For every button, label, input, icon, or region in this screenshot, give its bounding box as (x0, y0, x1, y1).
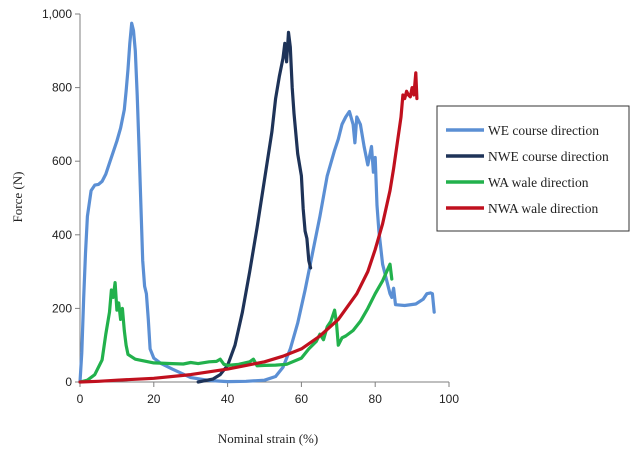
legend-label-nwe-course-direction: NWE course direction (488, 149, 609, 164)
series-lines (78, 21, 436, 384)
x-tick-label: 60 (295, 392, 309, 406)
legend: WE course direction NWE course direction W… (436, 105, 630, 232)
legend-label-we-course-direction: WE course direction (488, 123, 599, 138)
y-tick-label: 400 (52, 228, 72, 242)
y-tick-label: 600 (52, 154, 72, 168)
x-tick-label: 20 (147, 392, 161, 406)
x-tick-label: 0 (77, 392, 84, 406)
x-tick-label: 40 (221, 392, 235, 406)
series-line-we-course-direction (78, 21, 436, 384)
series-line-wa-wale-direction (78, 262, 394, 384)
y-axis-title: Force (N) (10, 172, 25, 223)
y-tick-label: 800 (52, 81, 72, 95)
axes (79, 14, 449, 383)
y-tick-label: 0 (65, 375, 72, 389)
legend-label-nwa-wale-direction: NWA wale direction (488, 201, 598, 216)
legend-label-wa-wale-direction: WA wale direction (488, 175, 589, 190)
series-line-nwe-course-direction (196, 30, 313, 384)
legend-box (436, 105, 630, 232)
y-tick-label: 200 (52, 301, 72, 315)
x-axis-title: Nominal strain (%) (218, 431, 318, 446)
x-tick-label: 80 (369, 392, 383, 406)
x-tick-label: 100 (439, 392, 459, 406)
series-line-nwa-wale-direction (78, 71, 419, 384)
y-tick-label: 1,000 (42, 7, 72, 21)
tick-labels: 0 20 40 60 80 100 0 200 400 600 800 1,000 (42, 7, 459, 406)
ticks (75, 13, 450, 387)
